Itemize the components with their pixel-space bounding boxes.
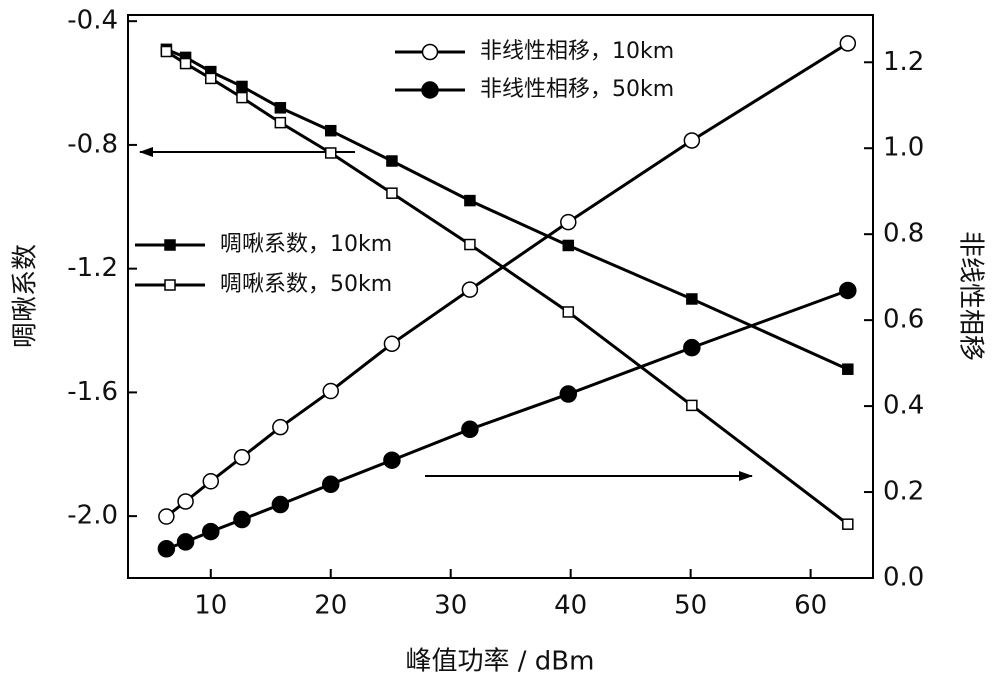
marker [158,508,175,525]
marker [324,147,337,159]
y2-tick-label: 0.2 [883,477,924,507]
legend-marker [421,43,439,61]
marker [464,194,476,207]
y-tick-label: -2.0 [67,501,118,531]
y-tick-label: -0.4 [67,6,118,36]
marker [236,80,248,93]
legend-label: 啁啾系数，10km [220,232,392,257]
y2-tick-label: 1.0 [883,133,924,163]
x-tick-label: 30 [434,591,467,621]
marker [386,155,398,167]
y-tick-label: -1.2 [67,253,118,283]
y2-tick-label: 1.2 [883,47,924,77]
marker [274,102,287,114]
legend-marker [164,239,176,251]
series-line [165,289,849,551]
marker [839,35,857,52]
x-tick-label: 20 [314,591,347,621]
marker [157,540,176,558]
plot-frame [127,14,874,579]
marker [202,473,220,490]
y2-tick-label: 0.0 [883,563,924,593]
marker [386,187,398,199]
marker [160,45,173,58]
legend-marker [164,279,176,291]
y-axis-label: 啁啾系数 [11,244,41,348]
marker [324,124,337,137]
legend-marker [421,81,439,99]
marker [686,293,698,305]
marker [562,239,575,252]
marker [562,306,575,318]
marker [839,281,857,300]
marker [461,281,479,298]
marker [205,72,217,85]
legend-label: 非线性相移，10km [480,39,674,64]
marker [202,522,220,541]
y-tick-label: -0.8 [67,129,118,159]
marker [271,495,290,514]
marker [274,116,287,129]
marker [177,493,194,510]
x-tick-label: 40 [554,591,587,621]
marker [383,451,401,469]
marker [236,91,248,104]
marker [383,335,401,353]
marker [233,510,251,529]
marker [560,213,577,231]
marker [842,363,854,375]
marker [179,57,192,70]
x-tick-label: 10 [194,591,227,621]
x-axis-label: 峰值功率 / dBm [406,647,595,677]
y-tick-label: -1.6 [67,377,118,407]
marker [559,385,578,403]
marker [683,132,701,149]
marker [321,475,340,494]
marker [464,238,476,251]
legend-label: 啁啾系数，50km [220,272,392,297]
legend-label: 非线性相移，50km [480,77,674,102]
marker [233,448,251,466]
y2-axis-label: 非线性相移 [956,231,986,361]
y2-tick-label: 0.8 [883,219,924,249]
marker [461,420,479,439]
marker [683,338,701,357]
x-tick-label: 60 [794,591,827,621]
y2-tick-label: 0.4 [883,391,924,421]
marker [686,399,698,412]
marker [842,518,854,530]
marker [176,533,195,551]
x-tick-label: 50 [674,591,707,621]
y2-tick-label: 0.6 [883,305,924,335]
marker [322,382,339,400]
marker [272,418,289,436]
